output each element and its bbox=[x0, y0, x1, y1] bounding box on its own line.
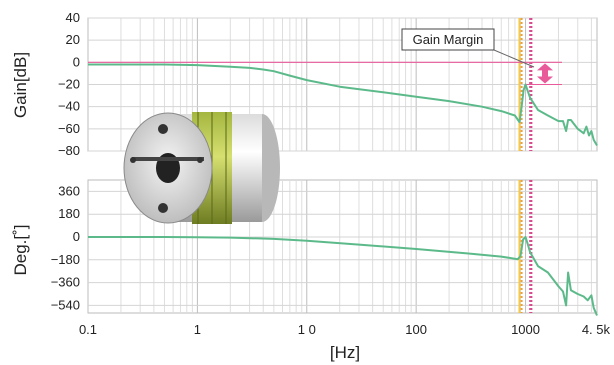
x-tick-label: 1 bbox=[194, 322, 201, 337]
x-tick-labels: 0.1 1 1 0 100 1000 4. 5k bbox=[79, 322, 611, 337]
phase-y-tick-label: 360 bbox=[58, 183, 80, 198]
gain-margin-arrow-head-up bbox=[537, 63, 553, 71]
gain-y-tick-label: −80 bbox=[58, 143, 80, 158]
gain-margin-label: Gain Margin bbox=[413, 32, 484, 47]
x-axis-label: [Hz] bbox=[330, 343, 360, 362]
gain-margin-arrow-shaft bbox=[542, 68, 548, 79]
gain-plot-panel: 40 20 0 −20 −40 −60 −80 Gain Margin Gain[dB] bbox=[11, 10, 598, 158]
gain-margin-arrow bbox=[537, 63, 553, 84]
gain-response-line bbox=[88, 63, 598, 147]
phase-y-tick-label: −540 bbox=[51, 297, 80, 312]
gain-frequency-markers bbox=[518, 18, 533, 151]
gain-y-tick-label: 40 bbox=[66, 10, 80, 25]
phase-y-tick-label: 0 bbox=[73, 229, 80, 244]
gain-y-tick-label: −60 bbox=[58, 121, 80, 136]
phase-y-tick-label: −360 bbox=[51, 275, 80, 290]
phase-y-tick-label: 180 bbox=[58, 206, 80, 221]
x-tick-label: 1 0 bbox=[298, 322, 316, 337]
gain-y-tick-label: −40 bbox=[58, 99, 80, 114]
gain-margin-annotation: Gain Margin bbox=[401, 28, 553, 84]
gain-y-axis-label: Gain[dB] bbox=[11, 52, 30, 118]
gain-y-tick-label: 20 bbox=[66, 32, 80, 47]
x-tick-label: 100 bbox=[405, 322, 427, 337]
x-tick-label: 4. 5k bbox=[582, 322, 611, 337]
phase-response-line bbox=[88, 236, 598, 316]
phase-y-axis-label: Deg.[˚] bbox=[11, 224, 30, 275]
coupling-product-image bbox=[123, 112, 280, 224]
gain-series bbox=[88, 63, 598, 147]
gain-y-tick-label: 0 bbox=[73, 54, 80, 69]
x-tick-label: 1000 bbox=[511, 322, 540, 337]
phase-y-tick-label: −180 bbox=[51, 252, 80, 267]
gain-margin-label-box bbox=[401, 28, 495, 51]
gain-y-tick-label: −20 bbox=[58, 77, 80, 92]
phase-series bbox=[88, 236, 598, 316]
x-tick-label: 0.1 bbox=[79, 322, 97, 337]
phase-frequency-markers bbox=[518, 180, 533, 313]
gain-margin-arrow-head-down bbox=[537, 76, 553, 84]
gain-y-tick-labels: 40 20 0 −20 −40 −60 −80 bbox=[58, 10, 80, 158]
gain-margin-leader-line bbox=[493, 49, 535, 68]
phase-y-tick-labels: 360 180 0 −180 −360 −540 bbox=[51, 183, 80, 312]
